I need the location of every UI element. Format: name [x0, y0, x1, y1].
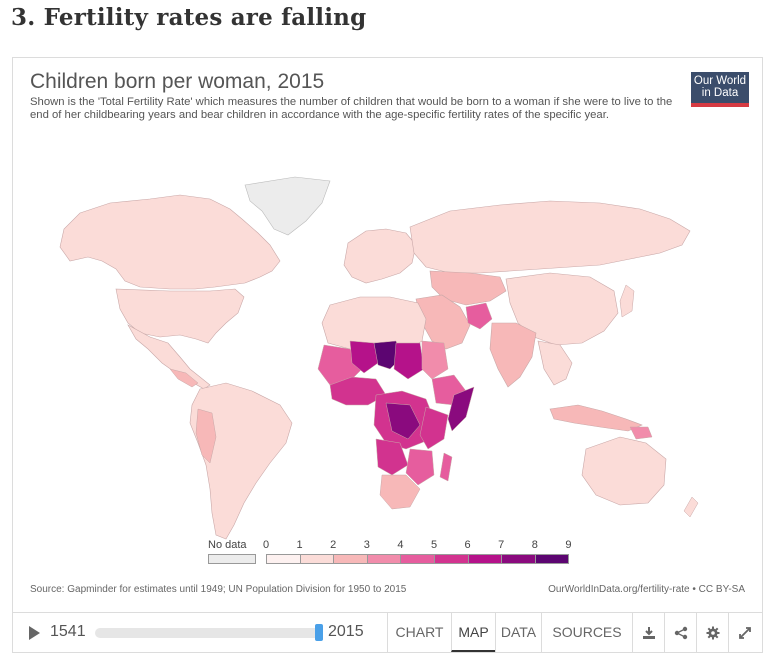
map-region-sudan [421, 340, 449, 380]
chart-frame: Children born per woman, 2015 Shown is t… [12, 57, 763, 653]
chart-source: Source: Gapminder for estimates until 19… [30, 584, 407, 595]
legend-tick-5: 5 [430, 539, 438, 551]
logo-line2: in Data [701, 87, 739, 99]
map-region-southeast-asia [537, 340, 573, 386]
legend-tick-4: 4 [397, 539, 404, 551]
map-region-south-america [189, 382, 293, 540]
chart-controls: 1541 2015 CHART MAP DATA SOURCES [13, 612, 762, 653]
world-map[interactable] [30, 173, 740, 545]
map-region-central-asia [429, 270, 507, 306]
settings-button[interactable] [696, 613, 728, 652]
logo-line1: Our World [693, 75, 747, 87]
chart-title: Children born per woman, 2015 [30, 70, 325, 93]
map-region-mozambique [405, 448, 435, 486]
map-region-central-america [169, 368, 199, 388]
legend-tick-9: 9 [565, 539, 572, 551]
chart-subtitle: Shown is the 'Total Fertility Rate' whic… [30, 96, 673, 121]
map-region-afghanistan [465, 302, 493, 330]
legend-swatch-2-3[interactable] [333, 554, 368, 564]
legend-swatch-5-6[interactable] [434, 554, 469, 564]
expand-icon [738, 626, 751, 639]
timeline-start-year: 1541 [50, 623, 86, 640]
play-icon[interactable] [29, 626, 40, 640]
map-region-east-africa [419, 406, 449, 450]
map-region-europe [343, 228, 417, 284]
map-region-papua [629, 426, 653, 440]
map-region-india [489, 322, 537, 388]
map-region-russia [409, 200, 691, 274]
map-region-greenland [244, 176, 331, 236]
legend-no-data-label: No data [208, 539, 247, 551]
map-region-madagascar [439, 452, 453, 482]
legend-tick-3: 3 [363, 539, 370, 551]
expand-button[interactable] [728, 613, 760, 652]
map-region-angola [375, 438, 409, 476]
map-region-new-zealand [683, 496, 699, 518]
map-region-japan [619, 284, 635, 318]
legend-tick-0: 0 [262, 539, 270, 551]
section-heading: 3. Fertility rates are falling [11, 4, 367, 31]
settings-icon [706, 626, 719, 639]
map-region-somalia [447, 386, 475, 432]
legend-swatch-7-8[interactable] [501, 554, 536, 564]
legend-swatch-4-5[interactable] [400, 554, 435, 564]
legend-tick-1: 1 [296, 539, 303, 551]
legend-swatch-3-4[interactable] [366, 554, 402, 564]
tab-data[interactable]: DATA [495, 613, 541, 652]
map-region-mexico [127, 324, 211, 390]
chart-license[interactable]: OurWorldInData.org/fertility-rate • CC B… [548, 584, 745, 595]
map-region-indonesia [549, 404, 643, 432]
legend-tick-2: 2 [330, 539, 337, 551]
tab-chart[interactable]: CHART [387, 613, 451, 652]
timeline-end-year: 2015 [328, 623, 364, 640]
map-legend: No data 0 1 2 3 4 5 6 7 8 9 [13, 536, 764, 566]
legend-no-data-swatch [208, 554, 256, 564]
owid-logo[interactable]: Our World in Data [691, 72, 749, 107]
map-region-chad [393, 342, 425, 380]
download-button[interactable] [632, 613, 664, 652]
legend-tick-6: 6 [464, 539, 471, 551]
legend-tick-8: 8 [531, 539, 538, 551]
legend-swatch-1-2[interactable] [299, 554, 335, 564]
legend-swatch-6-7[interactable] [467, 554, 503, 564]
map-region-mali [349, 340, 379, 374]
map-region-congo [385, 402, 421, 440]
legend-swatch-8-9[interactable] [534, 554, 570, 564]
map-region-australia [581, 436, 667, 506]
legend-swatch-0-1[interactable] [266, 554, 301, 564]
download-icon [642, 626, 655, 639]
tab-map[interactable]: MAP [451, 613, 495, 652]
map-region-china [505, 272, 619, 346]
map-region-andes [195, 408, 217, 464]
share-button[interactable] [664, 613, 696, 652]
tab-sources[interactable]: SOURCES [541, 613, 632, 652]
timeline-handle[interactable] [315, 624, 323, 641]
map-region-middle-east [415, 294, 471, 350]
share-icon [674, 626, 687, 639]
legend-tick-7: 7 [498, 539, 505, 551]
map-region-southern-africa [379, 474, 421, 510]
timeline-slider[interactable] [95, 628, 321, 638]
map-region-canada [59, 194, 281, 290]
